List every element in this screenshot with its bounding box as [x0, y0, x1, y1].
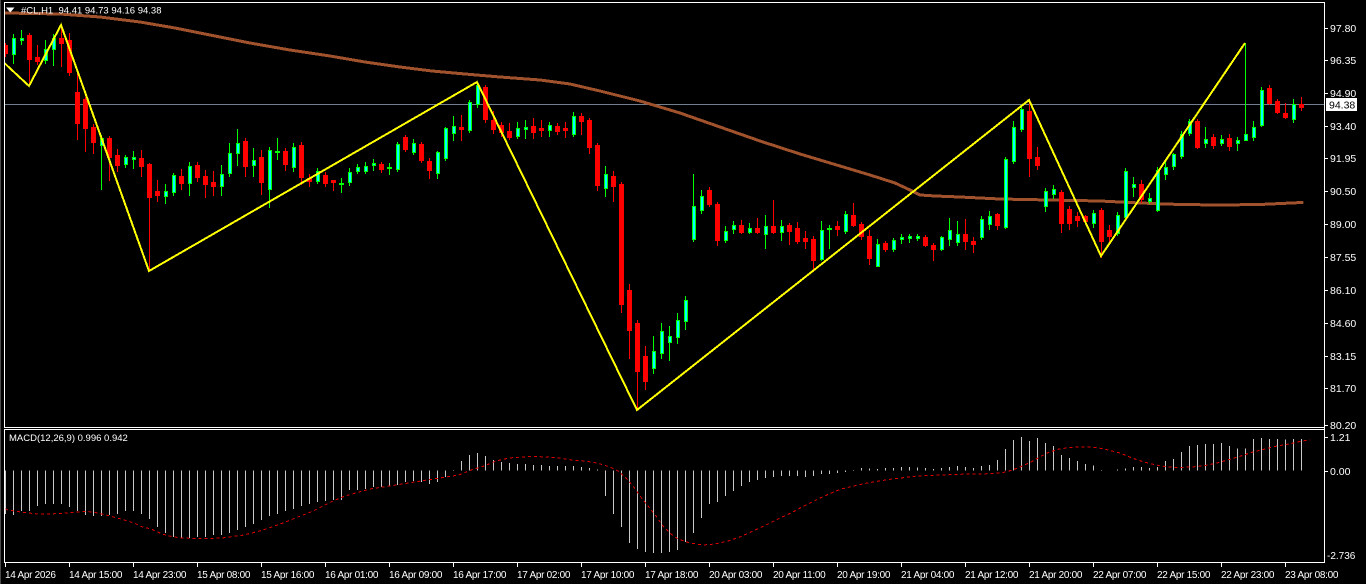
svg-text:91.95: 91.95 [1330, 153, 1356, 165]
svg-text:16 Apr 09:00: 16 Apr 09:00 [389, 570, 443, 581]
svg-text:-2.736: -2.736 [1327, 551, 1356, 562]
svg-text:17 Apr 10:00: 17 Apr 10:00 [581, 570, 635, 581]
svg-text:20 Apr 11:00: 20 Apr 11:00 [773, 570, 826, 581]
svg-text:90.50: 90.50 [1330, 186, 1356, 198]
svg-text:20 Apr 19:00: 20 Apr 19:00 [837, 570, 891, 581]
svg-text:14 Apr 2026: 14 Apr 2026 [5, 570, 56, 581]
svg-text:0.00: 0.00 [1330, 466, 1351, 478]
svg-text:81.70: 81.70 [1330, 383, 1356, 395]
svg-text:87.55: 87.55 [1330, 252, 1356, 264]
svg-text:16 Apr 17:00: 16 Apr 17:00 [453, 570, 507, 581]
svg-text:94.38: 94.38 [1329, 100, 1355, 112]
svg-text:80.20: 80.20 [1330, 420, 1356, 432]
svg-text:22 Apr 07:00: 22 Apr 07:00 [1093, 570, 1147, 581]
svg-text:14 Apr 23:00: 14 Apr 23:00 [133, 570, 187, 581]
svg-text:93.40: 93.40 [1330, 121, 1356, 133]
svg-text:21 Apr 20:00: 21 Apr 20:00 [1029, 570, 1083, 581]
svg-text:22 Apr 15:00: 22 Apr 15:00 [1157, 570, 1211, 581]
svg-text:15 Apr 16:00: 15 Apr 16:00 [261, 570, 315, 581]
svg-text:83.15: 83.15 [1330, 351, 1356, 363]
svg-text:23 Apr 08:00: 23 Apr 08:00 [1285, 570, 1339, 581]
svg-text:94.90: 94.90 [1330, 88, 1356, 100]
svg-text:21 Apr 12:00: 21 Apr 12:00 [965, 570, 1019, 581]
svg-text:1.21: 1.21 [1330, 432, 1351, 444]
svg-text:MACD(12,26,9) 0.996 0.942: MACD(12,26,9) 0.996 0.942 [9, 433, 128, 444]
svg-text:84.60: 84.60 [1330, 318, 1356, 330]
svg-text:86.10: 86.10 [1330, 285, 1356, 297]
svg-text:#CL,H1 94.41 94.73 94.16 94.3: #CL,H1 94.41 94.73 94.16 94.38 [21, 6, 162, 17]
svg-text:20 Apr 03:00: 20 Apr 03:00 [709, 570, 763, 581]
svg-text:21 Apr 04:00: 21 Apr 04:00 [901, 570, 955, 581]
svg-text:14 Apr 15:00: 14 Apr 15:00 [69, 570, 123, 581]
svg-text:89.00: 89.00 [1330, 219, 1356, 231]
svg-text:17 Apr 18:00: 17 Apr 18:00 [645, 570, 699, 581]
svg-text:97.80: 97.80 [1330, 23, 1356, 35]
svg-text:22 Apr 23:00: 22 Apr 23:00 [1221, 570, 1275, 581]
svg-text:96.35: 96.35 [1330, 55, 1356, 67]
svg-text:17 Apr 02:00: 17 Apr 02:00 [517, 570, 571, 581]
svg-text:15 Apr 08:00: 15 Apr 08:00 [197, 570, 251, 581]
svg-text:16 Apr 01:00: 16 Apr 01:00 [325, 570, 379, 581]
